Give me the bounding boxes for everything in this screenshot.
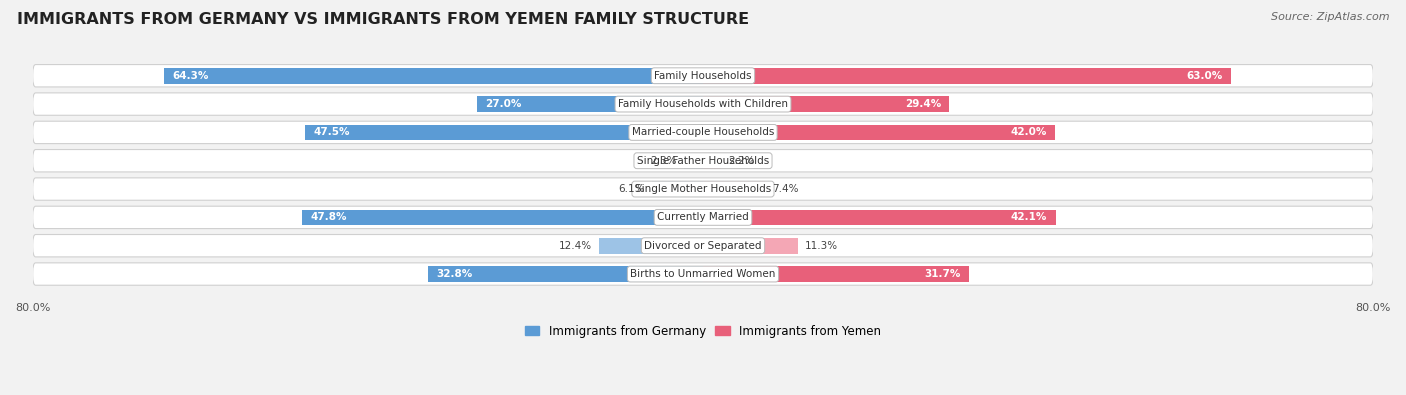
FancyBboxPatch shape: [32, 263, 1374, 285]
Bar: [703, 96, 949, 112]
FancyBboxPatch shape: [32, 178, 1374, 200]
Bar: [703, 153, 721, 169]
Bar: [703, 124, 1054, 140]
Text: 64.3%: 64.3%: [173, 71, 209, 81]
Text: IMMIGRANTS FROM GERMANY VS IMMIGRANTS FROM YEMEN FAMILY STRUCTURE: IMMIGRANTS FROM GERMANY VS IMMIGRANTS FR…: [17, 12, 749, 27]
Legend: Immigrants from Germany, Immigrants from Yemen: Immigrants from Germany, Immigrants from…: [520, 320, 886, 342]
Text: 29.4%: 29.4%: [904, 99, 941, 109]
Bar: [703, 68, 1230, 83]
Bar: [703, 210, 1056, 225]
Text: Single Father Households: Single Father Households: [637, 156, 769, 166]
Text: 12.4%: 12.4%: [560, 241, 592, 251]
FancyBboxPatch shape: [32, 93, 1374, 115]
Text: 31.7%: 31.7%: [924, 269, 960, 279]
Text: 11.3%: 11.3%: [804, 241, 838, 251]
Text: 27.0%: 27.0%: [485, 99, 522, 109]
FancyBboxPatch shape: [32, 206, 1374, 229]
Text: Married-couple Households: Married-couple Households: [631, 128, 775, 137]
Bar: [703, 238, 797, 254]
Text: Source: ZipAtlas.com: Source: ZipAtlas.com: [1271, 12, 1389, 22]
Bar: [652, 181, 703, 197]
Text: 63.0%: 63.0%: [1187, 71, 1222, 81]
Text: Currently Married: Currently Married: [657, 213, 749, 222]
Bar: [703, 266, 969, 282]
Text: 2.2%: 2.2%: [728, 156, 755, 166]
FancyBboxPatch shape: [32, 64, 1374, 87]
Text: 7.4%: 7.4%: [772, 184, 799, 194]
Bar: [429, 266, 703, 282]
FancyBboxPatch shape: [32, 150, 1374, 172]
Bar: [683, 153, 703, 169]
Bar: [703, 181, 765, 197]
Text: Divorced or Separated: Divorced or Separated: [644, 241, 762, 251]
Text: Births to Unmarried Women: Births to Unmarried Women: [630, 269, 776, 279]
Text: 2.3%: 2.3%: [651, 156, 678, 166]
Text: 47.5%: 47.5%: [314, 128, 350, 137]
Bar: [165, 68, 703, 83]
Bar: [302, 210, 703, 225]
Bar: [477, 96, 703, 112]
Text: Single Mother Households: Single Mother Households: [636, 184, 770, 194]
Text: Family Households with Children: Family Households with Children: [619, 99, 787, 109]
Bar: [599, 238, 703, 254]
Text: 6.1%: 6.1%: [619, 184, 645, 194]
Text: 42.1%: 42.1%: [1011, 213, 1047, 222]
Text: 32.8%: 32.8%: [436, 269, 472, 279]
Text: Family Households: Family Households: [654, 71, 752, 81]
Text: 42.0%: 42.0%: [1010, 128, 1046, 137]
FancyBboxPatch shape: [32, 235, 1374, 257]
Bar: [305, 124, 703, 140]
FancyBboxPatch shape: [32, 121, 1374, 144]
Text: 47.8%: 47.8%: [311, 213, 347, 222]
